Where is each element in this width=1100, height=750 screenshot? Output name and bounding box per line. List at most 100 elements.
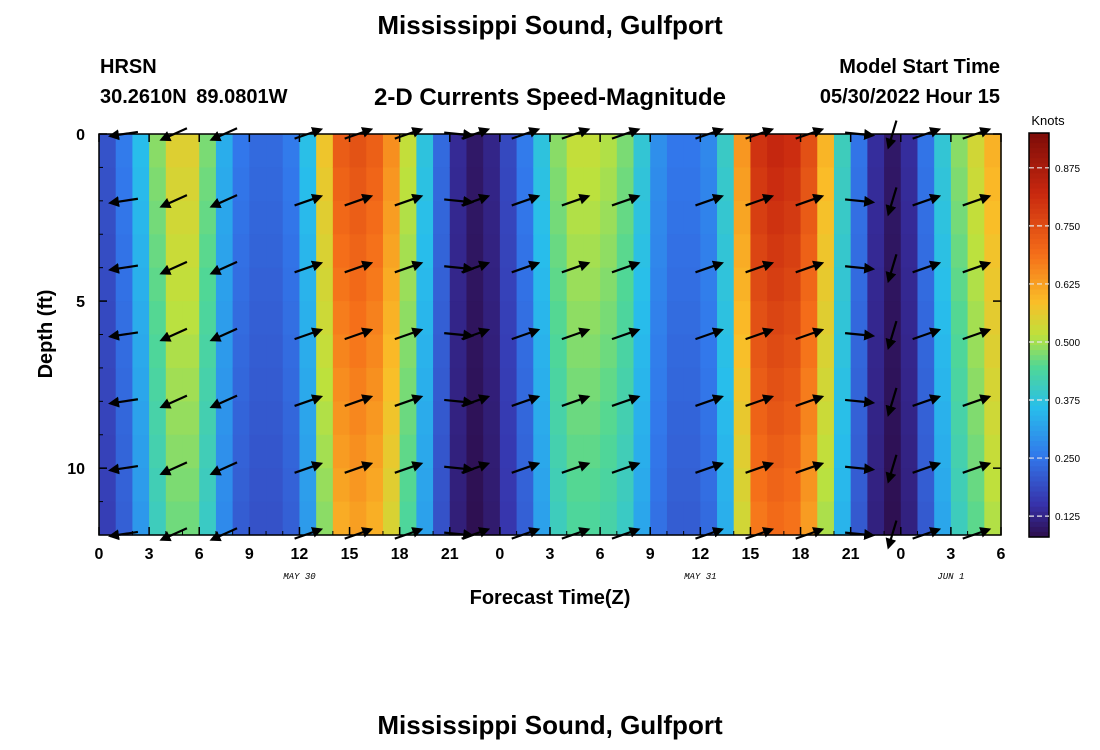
current-vector-arrow <box>344 260 374 274</box>
colorbar-segment <box>1029 294 1049 301</box>
colorbar-segment <box>1029 218 1049 225</box>
current-vector-arrow <box>795 527 825 540</box>
heatmap-cell <box>850 234 868 269</box>
heatmap-cell <box>583 200 601 235</box>
heatmap-cell <box>800 167 818 202</box>
colorbar-segment <box>1029 491 1049 498</box>
current-vector-arrow <box>611 127 641 140</box>
heatmap-cell <box>884 367 902 402</box>
heatmap-cell <box>382 134 401 169</box>
heatmap-cell <box>967 167 985 202</box>
heatmap-cell <box>550 267 568 302</box>
heatmap-cell <box>583 434 601 469</box>
colorbar-segment <box>1029 309 1049 316</box>
heatmap-cell <box>950 367 969 402</box>
heatmap-cell <box>165 200 184 235</box>
current-vector-arrow <box>159 527 188 542</box>
heatmap-cell <box>115 134 134 169</box>
heatmap-cell <box>817 468 835 503</box>
current-vector-arrow <box>344 193 374 207</box>
heatmap-cell <box>950 434 969 469</box>
colorbar-segment <box>1029 516 1049 523</box>
heatmap-cell <box>299 200 317 235</box>
heatmap-cell <box>282 434 301 469</box>
colorbar-segment <box>1029 511 1049 518</box>
y-tick-label: 0 <box>76 127 85 144</box>
heatmap-cell <box>967 134 985 169</box>
heatmap-cell <box>232 334 250 369</box>
heatmap-cell <box>499 200 518 235</box>
heatmap-cell <box>516 167 534 202</box>
heatmap-cell <box>483 167 501 202</box>
heatmap-cell <box>533 234 551 269</box>
heatmap-cell <box>349 267 367 302</box>
heatmap-cell <box>332 200 351 235</box>
heatmap-cell <box>332 301 351 336</box>
colorbar-segment <box>1029 481 1049 488</box>
heatmap-cell <box>132 234 150 269</box>
heatmap-cell <box>466 468 484 503</box>
heatmap-cell <box>833 367 852 402</box>
heatmap-cell <box>550 301 568 336</box>
heatmap-cell <box>149 234 167 269</box>
current-vector-arrow <box>795 394 825 407</box>
current-vector-arrow <box>209 527 238 542</box>
heatmap-cell <box>199 468 217 503</box>
heatmap-cell <box>115 200 134 235</box>
heatmap-cell <box>783 200 802 235</box>
current-vector-arrow <box>885 387 898 417</box>
heatmap-cell <box>583 334 601 369</box>
heatmap-cell <box>199 334 217 369</box>
heatmap-cell <box>282 501 301 536</box>
heatmap-cell <box>466 501 484 536</box>
heatmap-cell <box>299 501 317 536</box>
heatmap-cell <box>800 267 818 302</box>
heatmap-cell <box>299 367 317 402</box>
heatmap-cell <box>767 134 785 169</box>
heatmap-cell <box>483 468 501 503</box>
heatmap-cell <box>149 334 167 369</box>
heatmap-cell <box>349 434 367 469</box>
current-vector-arrow <box>844 262 876 274</box>
heatmap-cell <box>934 468 952 503</box>
heatmap-cell <box>433 301 451 336</box>
station-coordinates: 30.2610N 89.0801W <box>100 86 288 108</box>
heatmap-cell <box>583 401 601 436</box>
heatmap-cell <box>232 434 250 469</box>
heatmap-cell <box>99 434 117 469</box>
heatmap-cell <box>950 401 969 436</box>
colorbar-segment <box>1029 284 1049 291</box>
heatmap-cell <box>115 367 134 402</box>
colorbar-segment <box>1029 340 1049 346</box>
heatmap-cell <box>683 434 701 469</box>
heatmap-cell <box>132 267 150 302</box>
current-vector-arrow <box>344 327 374 341</box>
current-vector-arrow <box>294 327 324 341</box>
heatmap-cell <box>867 234 885 269</box>
heatmap-cell <box>900 301 919 336</box>
heatmap-cell <box>950 167 969 202</box>
heatmap-cell <box>533 468 551 503</box>
heatmap-cell <box>349 234 367 269</box>
heatmap-cell <box>449 367 468 402</box>
current-vector-arrow <box>885 187 898 217</box>
heatmap-cell <box>299 434 317 469</box>
heatmap-cell <box>433 234 451 269</box>
current-vector-arrow <box>695 260 724 274</box>
x-tick-label: 18 <box>792 546 810 563</box>
heatmap-cell <box>483 367 501 402</box>
heatmap-cell <box>633 468 651 503</box>
current-vector-arrow <box>611 260 641 274</box>
heatmap-cell <box>583 234 601 269</box>
heatmap-cell <box>99 501 117 536</box>
heatmap-cell <box>750 200 768 235</box>
heatmap-cell <box>900 468 919 503</box>
heatmap-cell <box>666 134 685 169</box>
heatmap-cell <box>700 167 718 202</box>
heatmap-cell <box>934 401 952 436</box>
colorbar-segment <box>1029 324 1049 331</box>
heatmap-cell <box>616 501 635 536</box>
heatmap-cell <box>516 301 534 336</box>
heatmap-cell <box>817 401 835 436</box>
colorbar-segment <box>1029 496 1049 503</box>
